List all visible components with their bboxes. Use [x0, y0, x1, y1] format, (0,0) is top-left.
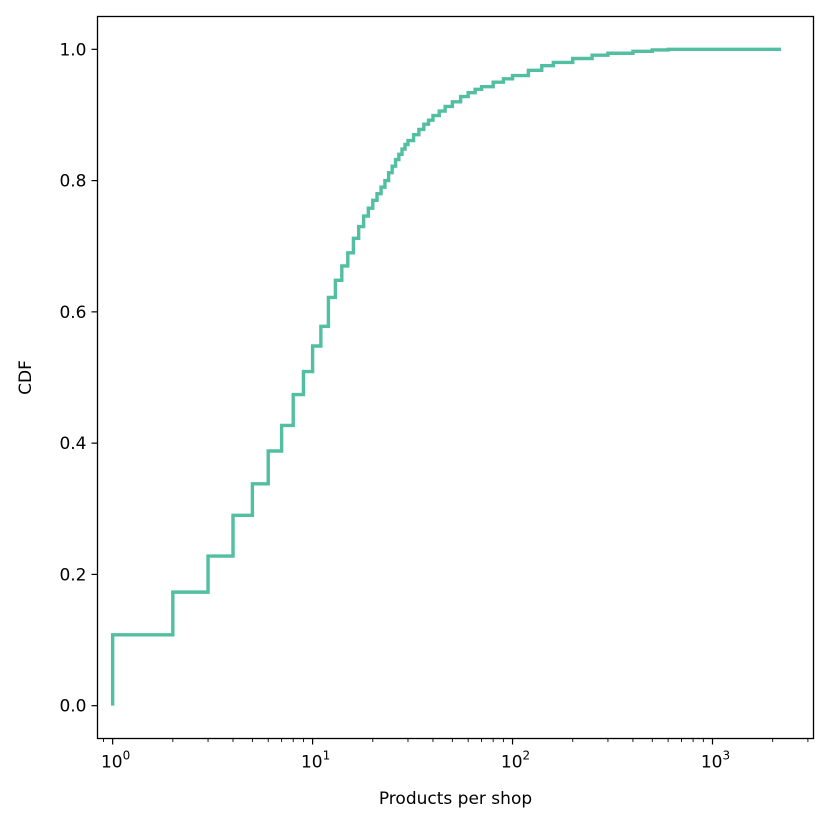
axes: 0.0 0.2 0.4 0.6 0.8 1.0 100 101 102 103 [59, 40, 809, 773]
cdf-series-line [110, 47, 781, 706]
axes-frame [96, 15, 815, 740]
y-tick-label: 0.8 [59, 172, 86, 192]
y-tick-label: 0.6 [59, 303, 86, 323]
y-tick-label: 0.2 [59, 565, 86, 585]
x-tick-label: 100 [101, 749, 130, 773]
y-tick-label: 1.0 [59, 40, 86, 60]
plot-area [110, 47, 781, 706]
x-tick-label: 102 [501, 749, 530, 773]
y-tick-label: 0.0 [59, 697, 86, 717]
x-axis-label: Products per shop [379, 789, 532, 809]
x-tick-label: 103 [701, 749, 730, 773]
y-tick-label: 0.4 [59, 434, 86, 454]
y-axis-label: CDF [16, 360, 36, 395]
x-tick-label: 101 [301, 749, 330, 773]
